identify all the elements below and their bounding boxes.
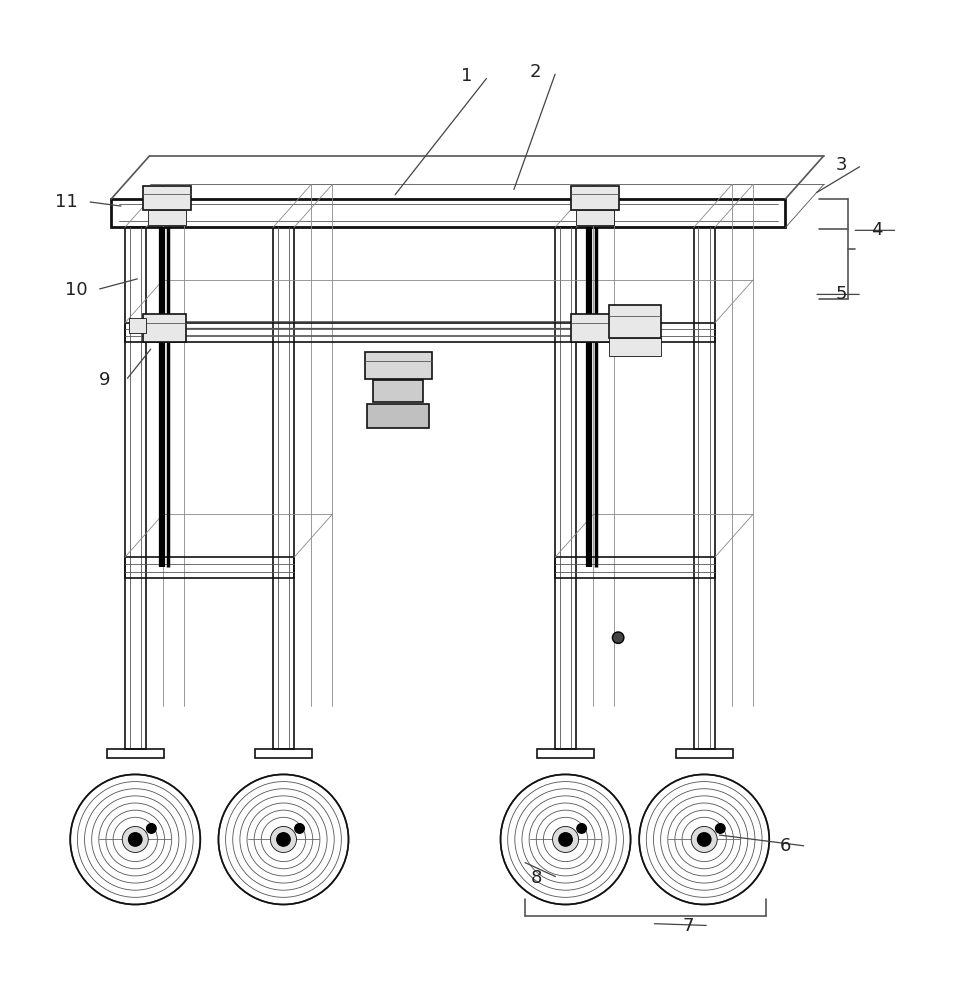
Circle shape: [122, 826, 149, 852]
Bar: [367, 404, 430, 428]
Bar: [125, 227, 146, 749]
Text: 7: 7: [682, 917, 693, 935]
Circle shape: [147, 824, 156, 833]
Bar: [537, 749, 595, 758]
Bar: [555, 557, 714, 578]
Circle shape: [552, 826, 578, 852]
Circle shape: [613, 632, 624, 643]
Bar: [609, 338, 661, 356]
Bar: [111, 199, 785, 227]
Text: 8: 8: [531, 869, 543, 887]
Circle shape: [559, 833, 573, 846]
Circle shape: [697, 833, 711, 846]
Text: 11: 11: [55, 193, 78, 211]
Text: 4: 4: [871, 221, 882, 239]
Text: 10: 10: [64, 281, 87, 299]
Text: 9: 9: [99, 371, 110, 389]
Text: 5: 5: [835, 285, 847, 303]
Bar: [675, 749, 733, 758]
Circle shape: [577, 824, 587, 833]
Bar: [576, 210, 615, 225]
Bar: [125, 557, 294, 578]
Text: 6: 6: [780, 837, 791, 855]
Circle shape: [715, 824, 725, 833]
Bar: [129, 318, 146, 333]
Text: 2: 2: [529, 63, 541, 81]
Circle shape: [270, 826, 296, 852]
Bar: [373, 380, 423, 402]
Circle shape: [294, 824, 304, 833]
Circle shape: [129, 833, 142, 846]
Text: 1: 1: [461, 67, 473, 85]
Bar: [572, 314, 615, 342]
Bar: [693, 227, 714, 749]
Bar: [273, 227, 294, 749]
Text: 3: 3: [835, 156, 847, 174]
Circle shape: [691, 826, 717, 852]
Bar: [555, 227, 576, 749]
Bar: [255, 749, 313, 758]
Bar: [143, 186, 191, 210]
Circle shape: [277, 833, 291, 846]
Bar: [364, 352, 432, 379]
Bar: [572, 186, 620, 210]
Bar: [106, 749, 164, 758]
Bar: [143, 314, 186, 342]
Bar: [609, 305, 661, 338]
Bar: [148, 210, 186, 225]
Bar: [125, 323, 714, 342]
